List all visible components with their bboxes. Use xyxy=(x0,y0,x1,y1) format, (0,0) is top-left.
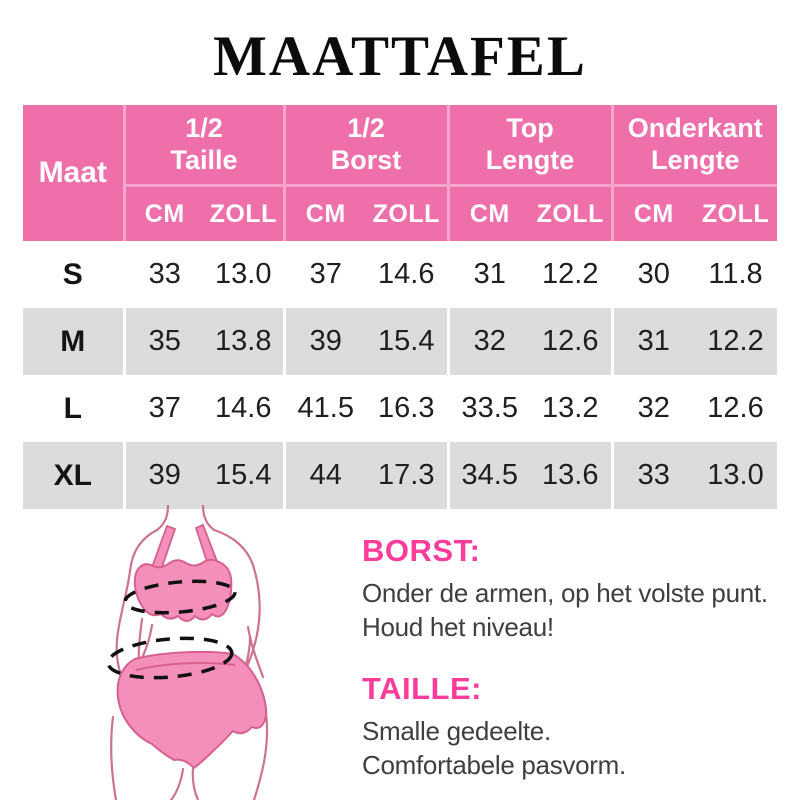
value-cell: 33.5 xyxy=(446,375,531,442)
value-cell: 12.2 xyxy=(530,241,613,308)
unit-header-2-zoll: ZOLL xyxy=(530,185,613,241)
note-borst: BORST: Onder de armen, op het volste pun… xyxy=(362,533,792,644)
measurement-figure xyxy=(55,503,340,802)
unit-header-1-cm: CM xyxy=(282,185,366,241)
column-header-maat: Maat xyxy=(23,105,124,241)
column-group-header-2: Top Lengte xyxy=(446,105,613,187)
note-borst-line-1: Onder de armen, op het volste punt. xyxy=(362,578,768,608)
unit-header-0-cm: CM xyxy=(122,185,204,241)
value-cell: 11.8 xyxy=(694,241,778,308)
column-group-header-0: 1/2 Taille xyxy=(122,105,284,187)
size-row-xl: XL 39 15.4 44 17.3 34.5 13.6 33 13.0 xyxy=(23,442,778,509)
value-cell: 16.3 xyxy=(366,375,449,442)
unit-header-3-zoll: ZOLL xyxy=(694,185,778,241)
bra xyxy=(133,558,233,622)
measurement-notes: BORST: Onder de armen, op het volste pun… xyxy=(362,533,792,809)
size-row-m: M 35 13.8 39 15.4 32 12.6 31 12.2 xyxy=(23,308,778,375)
value-cell: 13.0 xyxy=(694,442,778,509)
note-borst-line-2: Houd het niveau! xyxy=(362,612,554,642)
value-cell: 12.6 xyxy=(694,375,778,442)
unit-header-1-zoll: ZOLL xyxy=(366,185,449,241)
note-borst-label: BORST: xyxy=(362,533,481,568)
value-cell: 39 xyxy=(282,308,366,375)
unit-header-0-zoll: ZOLL xyxy=(204,185,284,241)
value-cell: 13.0 xyxy=(204,241,284,308)
value-cell: 32 xyxy=(610,375,695,442)
value-cell: 14.6 xyxy=(366,241,449,308)
value-cell: 12.6 xyxy=(530,308,613,375)
size-row-l: L 37 14.6 41.5 16.3 33.5 13.2 32 12.6 xyxy=(23,375,778,442)
size-label-s: S xyxy=(23,241,124,308)
value-cell: 37 xyxy=(122,375,204,442)
value-cell: 33 xyxy=(610,442,695,509)
value-cell: 15.4 xyxy=(366,308,449,375)
size-table: Maat 1/2 Taille 1/2 Borst Top Lengte Onderka… xyxy=(23,105,778,509)
value-cell: 17.3 xyxy=(366,442,449,509)
column-group-header-1: 1/2 Borst xyxy=(282,105,449,187)
lingerie-measurement-figure-svg xyxy=(106,503,269,802)
value-cell: 15.4 xyxy=(204,442,284,509)
size-label-l: L xyxy=(23,375,124,442)
value-cell: 37 xyxy=(282,241,366,308)
waist-measure-ellipse xyxy=(106,636,234,680)
value-cell: 13.2 xyxy=(530,375,613,442)
note-taille-line-1: Smalle gedeelte. xyxy=(362,716,551,746)
size-table-header: Maat 1/2 Taille 1/2 Borst Top Lengte Onderka… xyxy=(23,105,778,241)
bikini-bottom xyxy=(116,650,268,769)
value-cell: 30 xyxy=(610,241,695,308)
value-cell: 34.5 xyxy=(446,442,531,509)
value-cell: 44 xyxy=(282,442,366,509)
size-label-m: M xyxy=(23,308,124,375)
value-cell: 13.8 xyxy=(204,308,284,375)
value-cell: 41.5 xyxy=(282,375,366,442)
unit-header-2-cm: CM xyxy=(446,185,531,241)
size-table-body: S 33 13.0 37 14.6 31 12.2 30 11.8 M 35 13.8 39 15.4 32… xyxy=(23,241,778,509)
column-group-header-3: Onderkant Lengte xyxy=(610,105,778,187)
value-cell: 14.6 xyxy=(204,375,284,442)
value-cell: 39 xyxy=(122,442,204,509)
value-cell: 33 xyxy=(122,241,204,308)
value-cell: 31 xyxy=(446,241,531,308)
note-taille-line-2: Comfortabele pasvorm. xyxy=(362,750,626,780)
size-row-s: S 33 13.0 37 14.6 31 12.2 30 11.8 xyxy=(23,241,778,308)
page-title: MAATTAFEL xyxy=(213,25,587,88)
value-cell: 35 xyxy=(122,308,204,375)
note-taille-label: TAILLE: xyxy=(362,671,483,706)
value-cell: 31 xyxy=(610,308,695,375)
size-label-xl: XL xyxy=(23,442,124,509)
value-cell: 12.2 xyxy=(694,308,778,375)
value-cell: 32 xyxy=(446,308,531,375)
value-cell: 13.6 xyxy=(530,442,613,509)
unit-header-3-cm: CM xyxy=(610,185,695,241)
note-taille: TAILLE: Smalle gedeelte. Comfortabele pa… xyxy=(362,671,792,782)
